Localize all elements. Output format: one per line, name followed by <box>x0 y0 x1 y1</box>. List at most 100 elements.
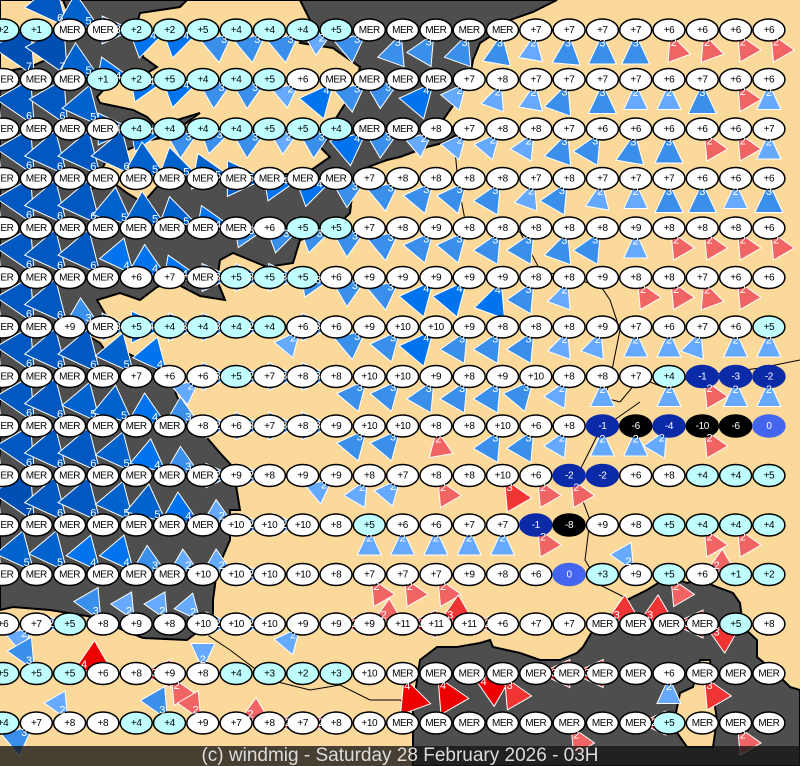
station-marker <box>0 414 20 438</box>
wind-vane <box>398 329 435 368</box>
station-marker <box>319 117 353 141</box>
wind-vane <box>61 84 102 127</box>
wind-vane <box>6 636 35 672</box>
wind-force-label: 3 <box>26 655 32 667</box>
station-marker <box>585 661 620 686</box>
sea-label: MER <box>159 174 180 185</box>
station-marker <box>685 67 720 92</box>
temperature-label: +7 <box>264 372 275 383</box>
station-marker <box>252 117 287 141</box>
sea-label: MER <box>59 124 80 135</box>
temperature-label: +6 <box>331 273 342 284</box>
station-marker <box>86 265 120 290</box>
sea-label: MER <box>392 124 413 135</box>
station-marker <box>685 166 720 191</box>
sea-label: MER <box>0 174 14 185</box>
station-marker <box>519 216 553 240</box>
temperature-label: +9 <box>297 471 308 482</box>
temperature-label: +4 <box>197 124 208 135</box>
wind-force-label: 3 <box>352 280 358 292</box>
temperature-label: +3 <box>597 570 608 581</box>
wind-force-label: 2 <box>185 560 191 572</box>
station-marker <box>152 463 187 488</box>
wind-force-label: 3 <box>766 186 772 198</box>
sea-label: MER <box>26 75 47 86</box>
temperature-label: +10 <box>195 570 212 581</box>
station-marker <box>385 265 420 290</box>
sea-label: MER <box>459 718 480 729</box>
sea-label: MER <box>59 273 80 284</box>
wind-vane <box>703 527 729 558</box>
wind-force-label: 5 <box>90 112 96 124</box>
station-marker <box>52 711 87 735</box>
station-marker <box>319 562 353 587</box>
wind-force-label: 2 <box>573 729 579 741</box>
station-marker <box>252 216 287 240</box>
temperature-label: +8 <box>497 223 508 234</box>
station-marker <box>352 612 387 636</box>
station-marker <box>219 364 253 389</box>
wind-force-label: 5 <box>124 458 130 470</box>
temperature-label: +5 <box>264 273 275 284</box>
station-marker <box>419 364 453 389</box>
station-marker <box>52 364 87 389</box>
wind-force-label: 2 <box>673 581 679 593</box>
station-marker <box>86 711 120 735</box>
wind-vane <box>622 181 649 209</box>
wind-vane <box>273 329 301 359</box>
station-marker <box>685 661 720 686</box>
temperature-label: +10 <box>395 372 412 383</box>
station-marker <box>319 216 353 240</box>
wind-force-label: 3 <box>357 382 363 394</box>
temperature-label: +8 <box>597 223 608 234</box>
wind-force-label: 3 <box>357 431 363 443</box>
wind-force-label: 2 <box>433 533 439 545</box>
wind-force-label: 3 <box>423 184 429 196</box>
wind-vane <box>537 477 563 509</box>
station-marker <box>585 562 620 587</box>
station-marker <box>86 661 120 686</box>
temperature-label: +5 <box>264 124 275 135</box>
temperature-label: +4 <box>231 75 242 86</box>
station-marker <box>752 414 786 438</box>
wind-force-label: 3 <box>492 383 498 395</box>
temperature-label: +7 <box>664 174 675 185</box>
sea-label: MER <box>592 669 613 680</box>
station-marker <box>585 166 620 191</box>
wind-vane <box>756 82 782 110</box>
station-marker <box>319 67 353 92</box>
wind-force-label: 2 <box>740 86 746 98</box>
sea-label: MER <box>59 174 80 185</box>
sea-label: MER <box>492 718 513 729</box>
temperature-label: +5 <box>31 669 42 680</box>
wind-vane <box>335 428 368 462</box>
wind-force-label: 4 <box>115 70 121 82</box>
wind-force-label: 3 <box>447 610 453 622</box>
wind-vane <box>456 527 482 556</box>
wind-vane <box>589 428 616 457</box>
temperature-label: +8 <box>164 619 175 630</box>
wind-force-label: 3 <box>592 135 598 147</box>
temperature-label: +8 <box>331 718 342 729</box>
temperature-label: +9 <box>64 322 75 333</box>
station-marker <box>352 18 387 42</box>
wind-force-label: 2 <box>248 371 254 383</box>
sea-label: MER <box>192 223 213 234</box>
wind-force-label: 3 <box>426 383 432 395</box>
temperature-label: +6 <box>764 25 775 36</box>
station-marker <box>285 216 320 240</box>
station-marker <box>19 216 54 240</box>
temperature-label: +8 <box>497 570 508 581</box>
temperature-label: +10 <box>262 619 279 630</box>
station-marker <box>618 117 653 141</box>
station-marker <box>19 711 54 735</box>
wind-force-label: 2 <box>319 32 325 44</box>
wind-force-label: 3 <box>215 371 221 383</box>
temperature-label: +8 <box>197 421 208 432</box>
temperature-label: +6 <box>231 421 242 432</box>
wind-force-label: 2 <box>219 511 225 523</box>
temperature-label: +5 <box>664 718 675 729</box>
wind-force-label: 6 <box>90 359 96 371</box>
wind-vane <box>27 529 68 573</box>
station-marker <box>0 463 20 488</box>
